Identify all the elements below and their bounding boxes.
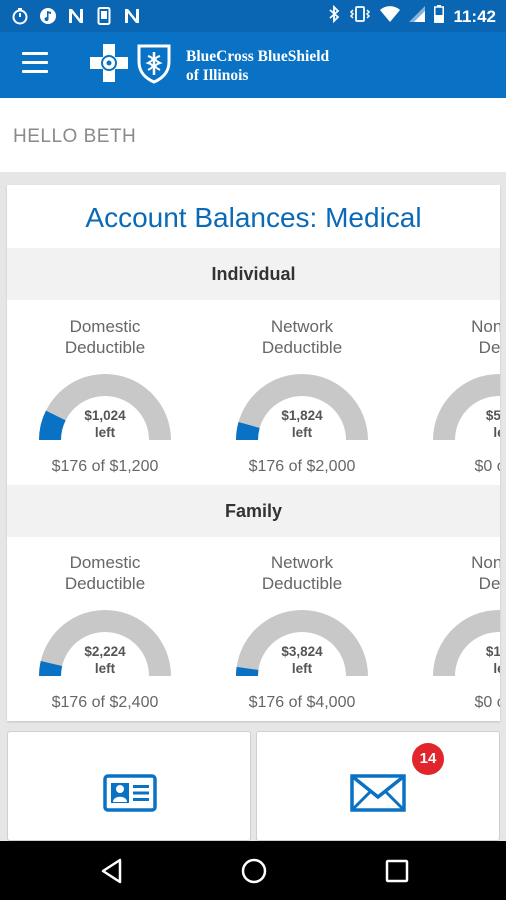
gauge-individual-non-network[interactable]: Non-neDedu $5,0le $0 of $ xyxy=(414,316,500,476)
account-balances-card[interactable]: Account Balances: Medical Individual Dom… xyxy=(7,185,500,721)
section-heading-individual: Individual xyxy=(7,248,500,300)
stopwatch-icon xyxy=(10,6,30,26)
gauge-individual-domestic[interactable]: Domestic Deductible $1,024 left $176 of $1… xyxy=(20,316,190,476)
gauge-amount: $176 of $2,400 xyxy=(51,694,159,711)
signal-icon xyxy=(409,6,426,27)
gauge-label: Non-neDedu xyxy=(471,317,500,357)
phone-icon xyxy=(94,6,114,26)
gauge-family-network[interactable]: Network Deductible $3,824 left $176 of $4,… xyxy=(217,552,387,712)
music-note-icon xyxy=(38,6,58,26)
n-icon xyxy=(122,6,142,26)
gauge-track xyxy=(433,610,500,676)
gauge-remaining: $10,le xyxy=(485,644,500,676)
gauge-individual-network[interactable]: Network Deductible $1,824 left $176 of $2,… xyxy=(217,316,387,476)
gauge-track xyxy=(236,610,368,676)
gauge-track xyxy=(39,374,171,440)
recents-square-icon[interactable] xyxy=(382,856,412,886)
gauge-family-non-network[interactable]: Non-neDedu $10,le $0 of $ xyxy=(414,552,500,712)
gauge-dial: $10,le xyxy=(432,609,500,677)
bluetooth-icon xyxy=(328,4,340,28)
gauge-remaining: $1,024 left xyxy=(84,408,126,440)
gauge-dial: $2,224 left xyxy=(38,609,172,677)
gauge-dial: $1,024 left xyxy=(38,373,172,441)
gauge-remaining: $3,824 left xyxy=(281,644,323,676)
gauge-track xyxy=(39,610,171,676)
gauge-label: Non-neDedu xyxy=(471,553,500,593)
gauge-dial: $3,824 left xyxy=(235,609,369,677)
gauge-amount: $0 of $ xyxy=(474,694,500,711)
gauge-amount: $176 of $2,000 xyxy=(248,458,356,475)
clock-time: 11:42 xyxy=(453,6,496,26)
gauge-used-fill xyxy=(236,421,260,440)
gauge-track xyxy=(433,374,500,440)
greeting-text: HELLO BETH xyxy=(13,126,137,147)
gauge-used-fill xyxy=(39,410,66,440)
brand-name-line1: BlueCross BlueShield xyxy=(186,47,330,65)
gauge-label: Network Deductible xyxy=(261,317,343,357)
gauge-used-fill xyxy=(236,666,259,676)
brand-name-line2: of Illinois xyxy=(186,66,249,84)
gauge-amount: $0 of $ xyxy=(474,458,500,475)
mail-envelope-icon xyxy=(350,774,406,817)
id-card-tile[interactable] xyxy=(7,731,251,841)
greeting-bar: HELLO BETH xyxy=(0,98,506,172)
android-nav-bar xyxy=(0,841,506,900)
gauge-amount: $176 of $4,000 xyxy=(248,694,356,711)
section-heading-family: Family xyxy=(7,485,500,537)
gauge-remaining: $1,824 left xyxy=(281,408,323,440)
back-triangle-icon[interactable] xyxy=(98,856,128,886)
gauge-amount: $176 of $1,200 xyxy=(51,458,159,475)
battery-icon xyxy=(434,5,445,28)
id-card-icon xyxy=(103,774,157,817)
hamburger-menu-icon[interactable] xyxy=(22,52,48,76)
gauge-family-domestic[interactable]: Domestic Deductible $2,224 left $176 of $2… xyxy=(20,552,190,712)
gauge-label: Domestic Deductible xyxy=(64,317,146,357)
gauge-remaining: $5,0le xyxy=(485,408,500,440)
gauge-track xyxy=(236,374,368,440)
home-circle-icon[interactable] xyxy=(239,856,269,886)
gauge-label: Domestic Deductible xyxy=(64,553,146,593)
gauge-label: Network Deductible xyxy=(261,553,343,593)
blue-cross-logo-icon xyxy=(88,42,130,89)
app-bar: BlueCross BlueShield of Illinois xyxy=(0,32,506,98)
gauge-used-fill xyxy=(39,660,63,676)
gauge-dial: $5,0le xyxy=(432,373,500,441)
wifi-icon xyxy=(380,6,401,27)
vibrate-icon xyxy=(349,5,371,28)
gauge-dial: $1,824 left xyxy=(235,373,369,441)
gauge-remaining: $2,224 left xyxy=(84,644,126,676)
brand-logo: BlueCross BlueShield of Illinois xyxy=(88,42,329,89)
message-count-badge: 14 xyxy=(412,743,444,775)
n-icon xyxy=(66,6,86,26)
status-bar: 11:42 xyxy=(0,0,506,32)
card-title: Account Balances: Medical xyxy=(85,202,422,233)
blue-shield-logo-icon xyxy=(136,42,172,89)
messages-tile[interactable] xyxy=(256,731,500,841)
